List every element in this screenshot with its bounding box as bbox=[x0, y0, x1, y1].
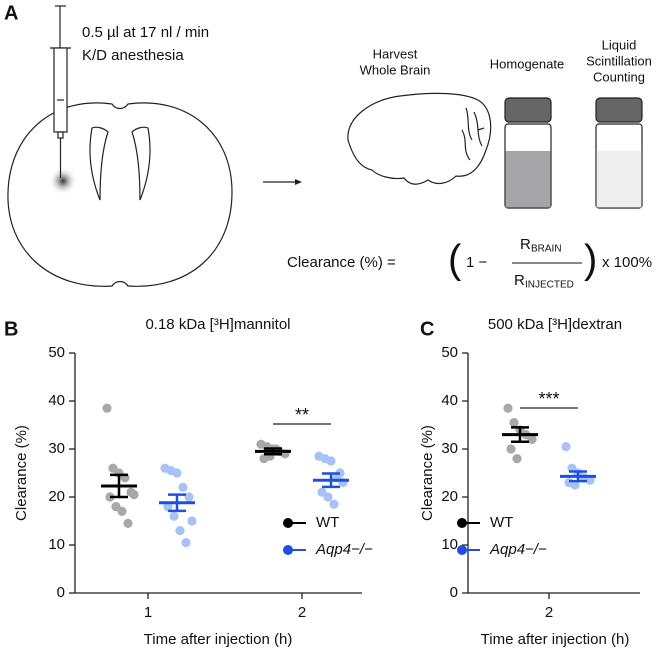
y-tick-label: 20 bbox=[48, 488, 65, 505]
legend-marker bbox=[283, 518, 293, 528]
data-point bbox=[187, 516, 197, 526]
step-text: Harvest bbox=[373, 46, 418, 61]
vial bbox=[595, 97, 643, 209]
formula-text: ) bbox=[584, 238, 597, 282]
panel-label: C bbox=[420, 318, 434, 340]
data-point bbox=[323, 492, 333, 502]
y-tick-label: 10 bbox=[48, 536, 65, 553]
step-text: Counting bbox=[593, 69, 645, 84]
data-point bbox=[129, 490, 139, 500]
significance: ** bbox=[295, 405, 309, 425]
data-point bbox=[503, 403, 513, 413]
injection-text: K/D anesthesia bbox=[82, 47, 184, 64]
y-tick-label: 0 bbox=[57, 584, 65, 601]
step-text: Scintillation bbox=[586, 53, 652, 68]
formula-text: R bbox=[514, 272, 525, 289]
x-tick-label: 2 bbox=[545, 604, 553, 621]
injection-site bbox=[49, 167, 77, 195]
x-tick-label: 1 bbox=[144, 604, 152, 621]
formula-text: 1 − bbox=[466, 254, 488, 271]
legend-label: WT bbox=[490, 514, 513, 531]
chart-title: 0.18 kDa [³H]mannitol bbox=[145, 316, 290, 333]
y-tick-label: 50 bbox=[48, 344, 65, 361]
y-tick-label: 40 bbox=[48, 392, 65, 409]
data-point bbox=[172, 468, 182, 478]
arrow bbox=[263, 179, 302, 185]
y-tick-label: 30 bbox=[441, 440, 458, 457]
formula-text: INJECTED bbox=[525, 280, 574, 291]
injection-text: 0.5 µl at 17 nl / min bbox=[82, 24, 209, 41]
data-point bbox=[169, 511, 179, 521]
data-point bbox=[175, 526, 185, 536]
step-text: Whole Brain bbox=[360, 62, 431, 77]
data-point bbox=[123, 518, 133, 529]
data-point bbox=[102, 403, 112, 413]
data-point bbox=[184, 492, 194, 502]
step-text: Liquid bbox=[602, 37, 637, 52]
data-point bbox=[181, 538, 191, 548]
legend-label: Aqp4−/− bbox=[315, 541, 373, 558]
y-tick-label: 30 bbox=[48, 440, 65, 457]
data-point bbox=[326, 456, 336, 466]
y-tick-label: 50 bbox=[441, 344, 458, 361]
legend-label: Aqp4−/− bbox=[489, 541, 547, 558]
data-point bbox=[117, 506, 127, 516]
formula-text: Clearance (%) = bbox=[287, 254, 396, 271]
significance: *** bbox=[538, 389, 559, 409]
y-axis-label: Clearance (%) bbox=[419, 425, 436, 521]
chart-title: 500 kDa [³H]dextran bbox=[488, 316, 622, 333]
data-point bbox=[512, 454, 522, 464]
syringe bbox=[50, 5, 71, 178]
vial bbox=[504, 97, 552, 209]
data-point bbox=[509, 418, 519, 428]
formula: Clearance (%) = ( 1 − R BRAIN R INJECTED… bbox=[287, 236, 652, 291]
panel-label: B bbox=[4, 318, 18, 340]
formula-text: R bbox=[520, 236, 531, 253]
data-point bbox=[506, 444, 516, 454]
data-point bbox=[561, 442, 571, 452]
data-point bbox=[329, 499, 339, 509]
y-tick-label: 0 bbox=[450, 584, 458, 601]
x-tick-label: 2 bbox=[298, 604, 306, 621]
formula-text: ( bbox=[448, 238, 462, 282]
data-point bbox=[178, 482, 188, 492]
legend-marker bbox=[457, 545, 467, 555]
data-point bbox=[585, 475, 595, 485]
legend-label: WT bbox=[316, 514, 339, 531]
x-axis-label: Time after injection (h) bbox=[481, 631, 630, 648]
y-tick-label: 40 bbox=[441, 392, 458, 409]
panel-label: A bbox=[4, 2, 18, 24]
data-point bbox=[163, 502, 173, 512]
coronal-brain bbox=[7, 102, 233, 287]
step-text: Homogenate bbox=[490, 56, 564, 71]
formula-text: x 100% bbox=[602, 254, 652, 271]
data-point bbox=[570, 480, 580, 490]
x-axis-label: Time after injection (h) bbox=[144, 631, 293, 648]
y-tick-label: 20 bbox=[441, 488, 458, 505]
data-point bbox=[527, 434, 537, 444]
y-tick-label: 10 bbox=[441, 536, 458, 553]
legend-marker bbox=[283, 545, 293, 555]
y-axis-label: Clearance (%) bbox=[13, 425, 30, 521]
sagittal-brain bbox=[347, 92, 492, 185]
formula-text: BRAIN bbox=[531, 244, 562, 255]
legend-marker bbox=[457, 518, 467, 528]
